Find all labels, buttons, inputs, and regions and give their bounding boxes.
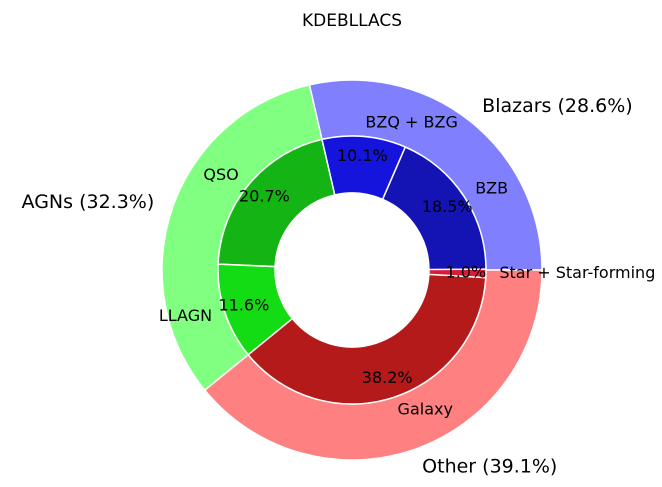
inner-wedge-galaxy bbox=[247, 273, 487, 405]
inner-pct-bzb: 18.5% bbox=[422, 197, 473, 216]
inner-pct-bzq-bzg: 10.1% bbox=[337, 146, 388, 165]
inner-wedge-qso bbox=[217, 138, 336, 268]
inner-label-bzb: BZB bbox=[475, 179, 508, 198]
inner-wedge-star-star-forming bbox=[428, 268, 487, 279]
inner-pct-star-star-forming: 1.0% bbox=[446, 262, 487, 281]
inner-label-galaxy: Galaxy bbox=[398, 400, 453, 419]
inner-label-bzq-bzg: BZQ + BZG bbox=[365, 113, 457, 132]
inner-pct-galaxy: 38.2% bbox=[362, 368, 413, 387]
chart-title: KDEBLLACS bbox=[302, 11, 402, 31]
inner-label-star-star-forming: Star + Star-forming bbox=[499, 263, 655, 282]
outer-label-agns: AGNs (32.3%) bbox=[22, 191, 155, 213]
inner-pct-llagn: 11.6% bbox=[218, 295, 269, 314]
inner-ring bbox=[217, 135, 487, 405]
inner-pct-qso: 20.7% bbox=[239, 187, 290, 206]
outer-label-blazars: Blazars (28.6%) bbox=[482, 95, 633, 117]
labels: Blazars (28.6%) AGNs (32.3%) Other (39.1%)… bbox=[22, 95, 656, 477]
inner-label-qso: QSO bbox=[203, 165, 238, 184]
inner-label-llagn: LLAGN bbox=[159, 306, 212, 325]
outer-label-other: Other (39.1%) bbox=[422, 455, 557, 477]
